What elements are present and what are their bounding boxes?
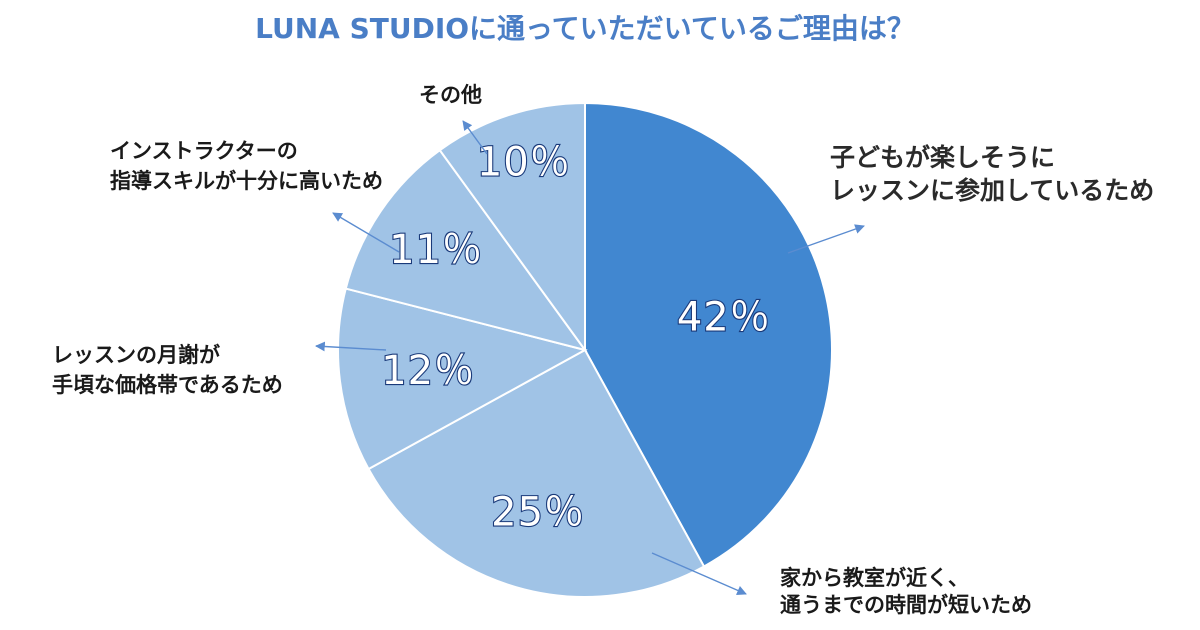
pie-slice-2 (367, 348, 706, 598)
slice-percent-label-4: 11％ (389, 227, 483, 273)
pie-slice-3 (336, 287, 588, 471)
chart-title: LUNA STUDIOに通っていただいているご理由は？ (255, 12, 915, 45)
slice-label-line: その他 (419, 83, 482, 107)
slice-label-line: インストラクターの (110, 139, 298, 163)
pie-slice-4 (344, 148, 588, 352)
percentage-labels: 42％ 25％ 12％ 11％ 10％ (380, 139, 771, 537)
slice-percent-label-3: 12％ (381, 348, 475, 394)
slice-label-line: 手頃な価格帯であるため (52, 373, 283, 397)
slice-label-line: レッスンの月謝が (52, 343, 220, 367)
pie-slice-5 (438, 101, 586, 354)
slice-label-line: 指導スキルが十分に高いため (110, 169, 383, 193)
leader-lines (315, 120, 865, 595)
slice-percent-label-1: 42％ (677, 294, 771, 340)
slice-label-line: 家から教室が近く、 (780, 566, 969, 590)
slice-label-line: 通うまでの時間が短いため (780, 593, 1032, 617)
leader-arrow-5 (462, 120, 488, 155)
pie-slice-1 (584, 101, 833, 568)
slice-label-line: レッスンに参加しているため (830, 176, 1154, 205)
slice-percent-label-2: 25％ (491, 489, 585, 535)
leader-arrow-1 (787, 224, 865, 254)
pie-slices (336, 101, 833, 598)
leader-arrow-3 (315, 341, 387, 352)
slice-percent-label-5: 10％ (477, 140, 571, 186)
slice-label-5: その他 (419, 83, 482, 107)
slice-label-2: 家から教室が近く、通うまでの時間が短いため (780, 566, 1032, 617)
leader-arrow-2 (651, 552, 747, 595)
category-labels: 子どもが楽しそうにレッスンに参加しているため家から教室が近く、通うまでの時間が短… (52, 83, 1154, 617)
slice-label-line: 子どもが楽しそうに (830, 143, 1055, 172)
leader-arrow-4 (332, 212, 400, 253)
